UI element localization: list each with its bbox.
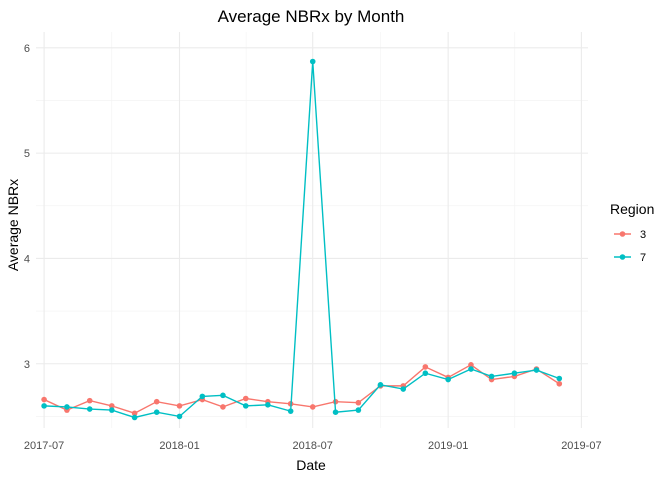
series-7 [41, 58, 563, 421]
data-point [468, 366, 474, 372]
legend-label: 7 [640, 252, 646, 264]
data-point [220, 404, 226, 410]
data-point [309, 58, 316, 65]
legend-title: Region [610, 201, 654, 217]
series-line [44, 61, 560, 419]
data-point [109, 407, 115, 413]
x-tick-label: 2017-07 [24, 440, 64, 452]
data-point [153, 409, 160, 416]
legend-item-7: 7 [614, 252, 646, 264]
data-point [556, 375, 563, 382]
data-point [242, 395, 249, 402]
data-point [468, 362, 474, 368]
x-tick-label: 2019-07 [561, 440, 601, 452]
series-line [43, 363, 560, 415]
x-tick-label: 2018-07 [293, 440, 333, 452]
legend-items: 37 [614, 229, 646, 264]
data-point [220, 392, 226, 399]
x-tick-label: 2018-01 [159, 440, 199, 452]
data-point [332, 409, 339, 416]
legend-key-point [619, 231, 626, 237]
y-axis-ticks: 3 4 5 6 [24, 43, 30, 371]
y-tick-label: 4 [24, 253, 30, 265]
data-point [488, 373, 495, 380]
data-point [153, 398, 160, 405]
data-point [64, 404, 70, 410]
data-point [309, 404, 316, 410]
data-point [287, 408, 294, 414]
legend-item-3: 3 [614, 229, 646, 241]
y-tick-label: 6 [24, 43, 30, 55]
data-point [131, 414, 138, 421]
series-layer [41, 58, 563, 421]
y-tick-label: 5 [24, 148, 30, 160]
data-point [355, 407, 362, 413]
data-point [176, 413, 183, 420]
y-tick-label: 3 [24, 359, 30, 371]
legend-label: 3 [640, 229, 646, 241]
y-axis-title: Average NBRx [5, 179, 21, 271]
data-point [445, 376, 451, 383]
data-point [265, 402, 271, 408]
data-point [242, 403, 249, 409]
data-point [41, 396, 47, 403]
data-point [355, 399, 362, 406]
data-point [533, 367, 540, 373]
x-axis-ticks: 2017-07 2018-01 2018-07 2019-01 2019-07 [24, 440, 602, 452]
data-point [377, 382, 384, 388]
data-point [511, 370, 518, 377]
data-point [556, 380, 563, 387]
series-3 [41, 362, 563, 417]
data-point [176, 403, 183, 409]
x-axis-title: Date [296, 457, 326, 473]
data-point [86, 406, 93, 412]
grid [36, 32, 588, 428]
data-point [41, 403, 47, 409]
data-point [131, 410, 138, 417]
data-point [199, 393, 206, 400]
legend: Region 37 [610, 201, 654, 264]
data-point [422, 370, 429, 377]
data-point [400, 386, 407, 392]
legend-key-point [619, 254, 626, 260]
data-point [86, 397, 93, 404]
data-point [422, 364, 429, 370]
x-tick-label: 2019-01 [428, 440, 468, 452]
chart-title: Average NBRx by Month [218, 7, 405, 26]
data-point [109, 403, 115, 409]
